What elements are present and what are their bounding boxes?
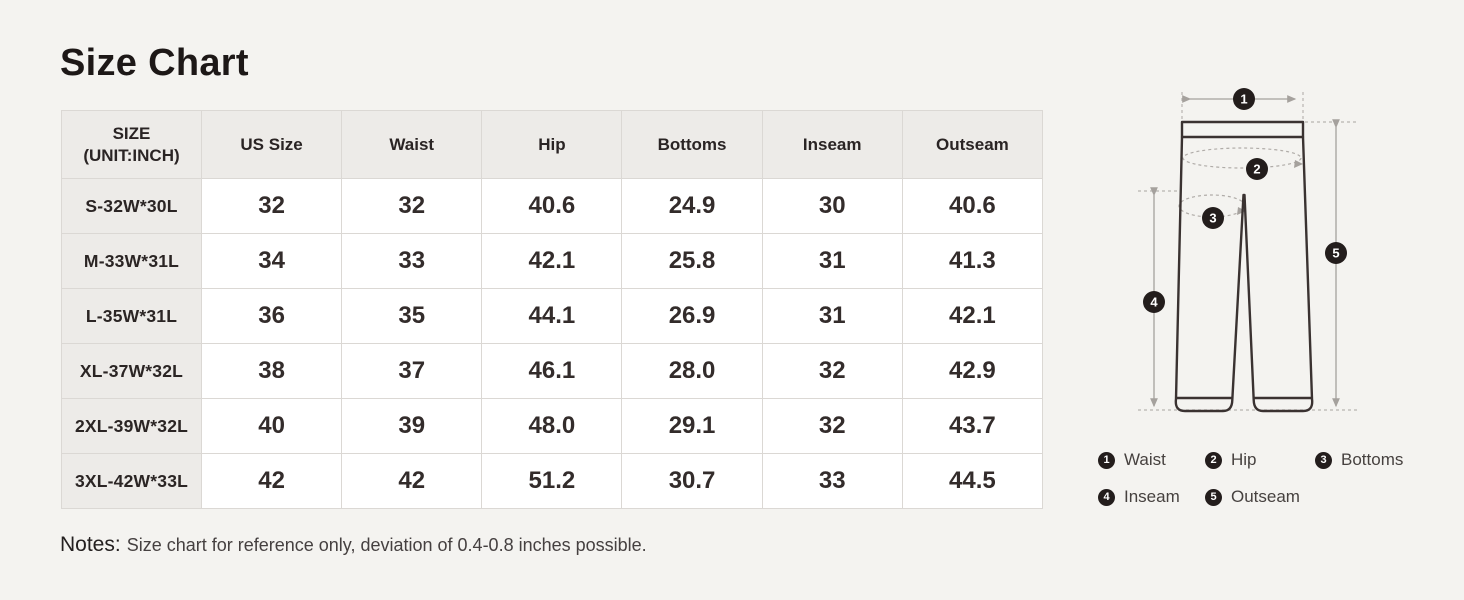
legend-badge-1-icon: 1 [1098, 451, 1115, 469]
size-chart-table: SIZE (UNIT:INCH) US Size Waist Hip Botto… [61, 110, 1044, 509]
table-cell: 42.9 [901, 343, 1044, 399]
table-cell: 40.6 [481, 178, 623, 234]
legend-label: Hip [1231, 450, 1257, 469]
table-cell: 32 [200, 178, 343, 234]
table-cell: 32 [761, 398, 903, 454]
svg-text:3: 3 [1209, 211, 1216, 226]
svg-text:5: 5 [1332, 246, 1339, 261]
table-cell: 30 [761, 178, 903, 234]
row-label: 3XL-42W*33L [61, 453, 202, 509]
table-header-row: SIZE (UNIT:INCH) US Size Waist Hip Botto… [61, 110, 1044, 179]
row-label: L-35W*31L [61, 288, 202, 344]
legend-badge-5-icon: 5 [1205, 488, 1222, 506]
table-cell: 31 [761, 233, 903, 289]
header-cell-waist: Waist [341, 110, 483, 179]
table-cell: 40 [200, 398, 343, 454]
marker-4-inseam: 4 [1143, 291, 1165, 313]
table-cell: 32 [341, 178, 483, 234]
pants-measurement-diagram: 1 2 3 4 5 [1138, 88, 1358, 413]
table-cell: 41.3 [901, 233, 1044, 289]
row-label: S-32W*30L [61, 178, 202, 234]
table-cell: 42.1 [901, 288, 1044, 344]
table-cell: 30.7 [621, 453, 763, 509]
marker-2-hip: 2 [1246, 158, 1268, 180]
waistband [1180, 120, 1305, 139]
table-cell: 33 [341, 233, 483, 289]
table-row: 2XL-39W*32L 40 39 48.0 29.1 32 43.7 [61, 398, 1044, 454]
measurement-legend: 1 Waist 2 Hip 3 Bottoms 4 Inseam 5 Outse… [1090, 448, 1450, 518]
table-cell: 24.9 [621, 178, 763, 234]
table-cell: 40.6 [901, 178, 1044, 234]
table-cell: 51.2 [481, 453, 623, 509]
table-cell: 25.8 [621, 233, 763, 289]
table-row: XL-37W*32L 38 37 46.1 28.0 32 42.9 [61, 343, 1044, 399]
page-title: Size Chart [60, 42, 249, 84]
notes-text: Size chart for reference only, deviation… [126, 535, 647, 555]
header-cell-inseam: Inseam [761, 110, 903, 179]
svg-text:4: 4 [1150, 295, 1158, 310]
table-cell: 36 [200, 288, 343, 344]
table-cell: 34 [200, 233, 343, 289]
marker-5-outseam: 5 [1325, 242, 1347, 264]
table-row: S-32W*30L 32 32 40.6 24.9 30 40.6 [61, 178, 1044, 234]
marker-1-waist: 1 [1233, 88, 1255, 110]
table-cell: 44.5 [901, 453, 1044, 509]
table-cell: 48.0 [481, 398, 623, 454]
svg-text:1: 1 [1240, 92, 1247, 107]
legend-item-bottoms: 3 Bottoms [1315, 450, 1403, 470]
table-cell: 26.9 [621, 288, 763, 344]
header-cell-size: SIZE (UNIT:INCH) [61, 110, 202, 179]
table-cell: 35 [341, 288, 483, 344]
legend-label: Bottoms [1341, 450, 1404, 469]
left-leg [1174, 135, 1245, 413]
legend-label: Inseam [1124, 487, 1180, 506]
table-cell: 43.7 [901, 398, 1044, 454]
legend-badge-4-icon: 4 [1098, 488, 1115, 506]
table-cell: 28.0 [621, 343, 763, 399]
legend-item-inseam: 4 Inseam [1098, 487, 1180, 507]
table-cell: 33 [761, 453, 903, 509]
header-cell-hip: Hip [481, 110, 623, 179]
table-cell: 46.1 [481, 343, 623, 399]
table-cell: 38 [200, 343, 343, 399]
row-label: 2XL-39W*32L [61, 398, 202, 454]
legend-item-outseam: 5 Outseam [1205, 487, 1300, 507]
notes: Notes: Size chart for reference only, dev… [60, 533, 647, 557]
notes-label: Notes: [60, 533, 121, 556]
table-row: L-35W*31L 36 35 44.1 26.9 31 42.1 [61, 288, 1044, 344]
table-row: 3XL-42W*33L 42 42 51.2 30.7 33 44.5 [61, 453, 1044, 509]
table-cell: 29.1 [621, 398, 763, 454]
header-cell-outseam: Outseam [901, 110, 1044, 179]
legend-badge-3-icon: 3 [1315, 451, 1332, 469]
svg-text:2: 2 [1253, 162, 1260, 177]
table-cell: 42.1 [481, 233, 623, 289]
right-leg [1243, 135, 1314, 413]
row-label: XL-37W*32L [61, 343, 202, 399]
header-cell-us-size: US Size [200, 110, 343, 179]
legend-item-hip: 2 Hip [1205, 450, 1257, 470]
hip-girth-ellipse [1182, 147, 1302, 169]
table-cell: 42 [200, 453, 343, 509]
dashed-guides [1138, 92, 1358, 411]
hip-ellipse-arrowhead [1294, 160, 1303, 168]
table-cell: 44.1 [481, 288, 623, 344]
legend-item-waist: 1 Waist [1098, 450, 1166, 470]
table-row: M-33W*31L 34 33 42.1 25.8 31 41.3 [61, 233, 1044, 289]
table-cell: 37 [341, 343, 483, 399]
table-cell: 32 [761, 343, 903, 399]
legend-badge-2-icon: 2 [1205, 451, 1222, 469]
legend-label: Waist [1124, 450, 1166, 469]
row-label: M-33W*31L [61, 233, 202, 289]
table-cell: 42 [341, 453, 483, 509]
legend-label: Outseam [1231, 487, 1300, 506]
marker-3-bottoms: 3 [1202, 207, 1224, 229]
table-cell: 39 [341, 398, 483, 454]
header-cell-bottoms: Bottoms [621, 110, 763, 179]
table-cell: 31 [761, 288, 903, 344]
